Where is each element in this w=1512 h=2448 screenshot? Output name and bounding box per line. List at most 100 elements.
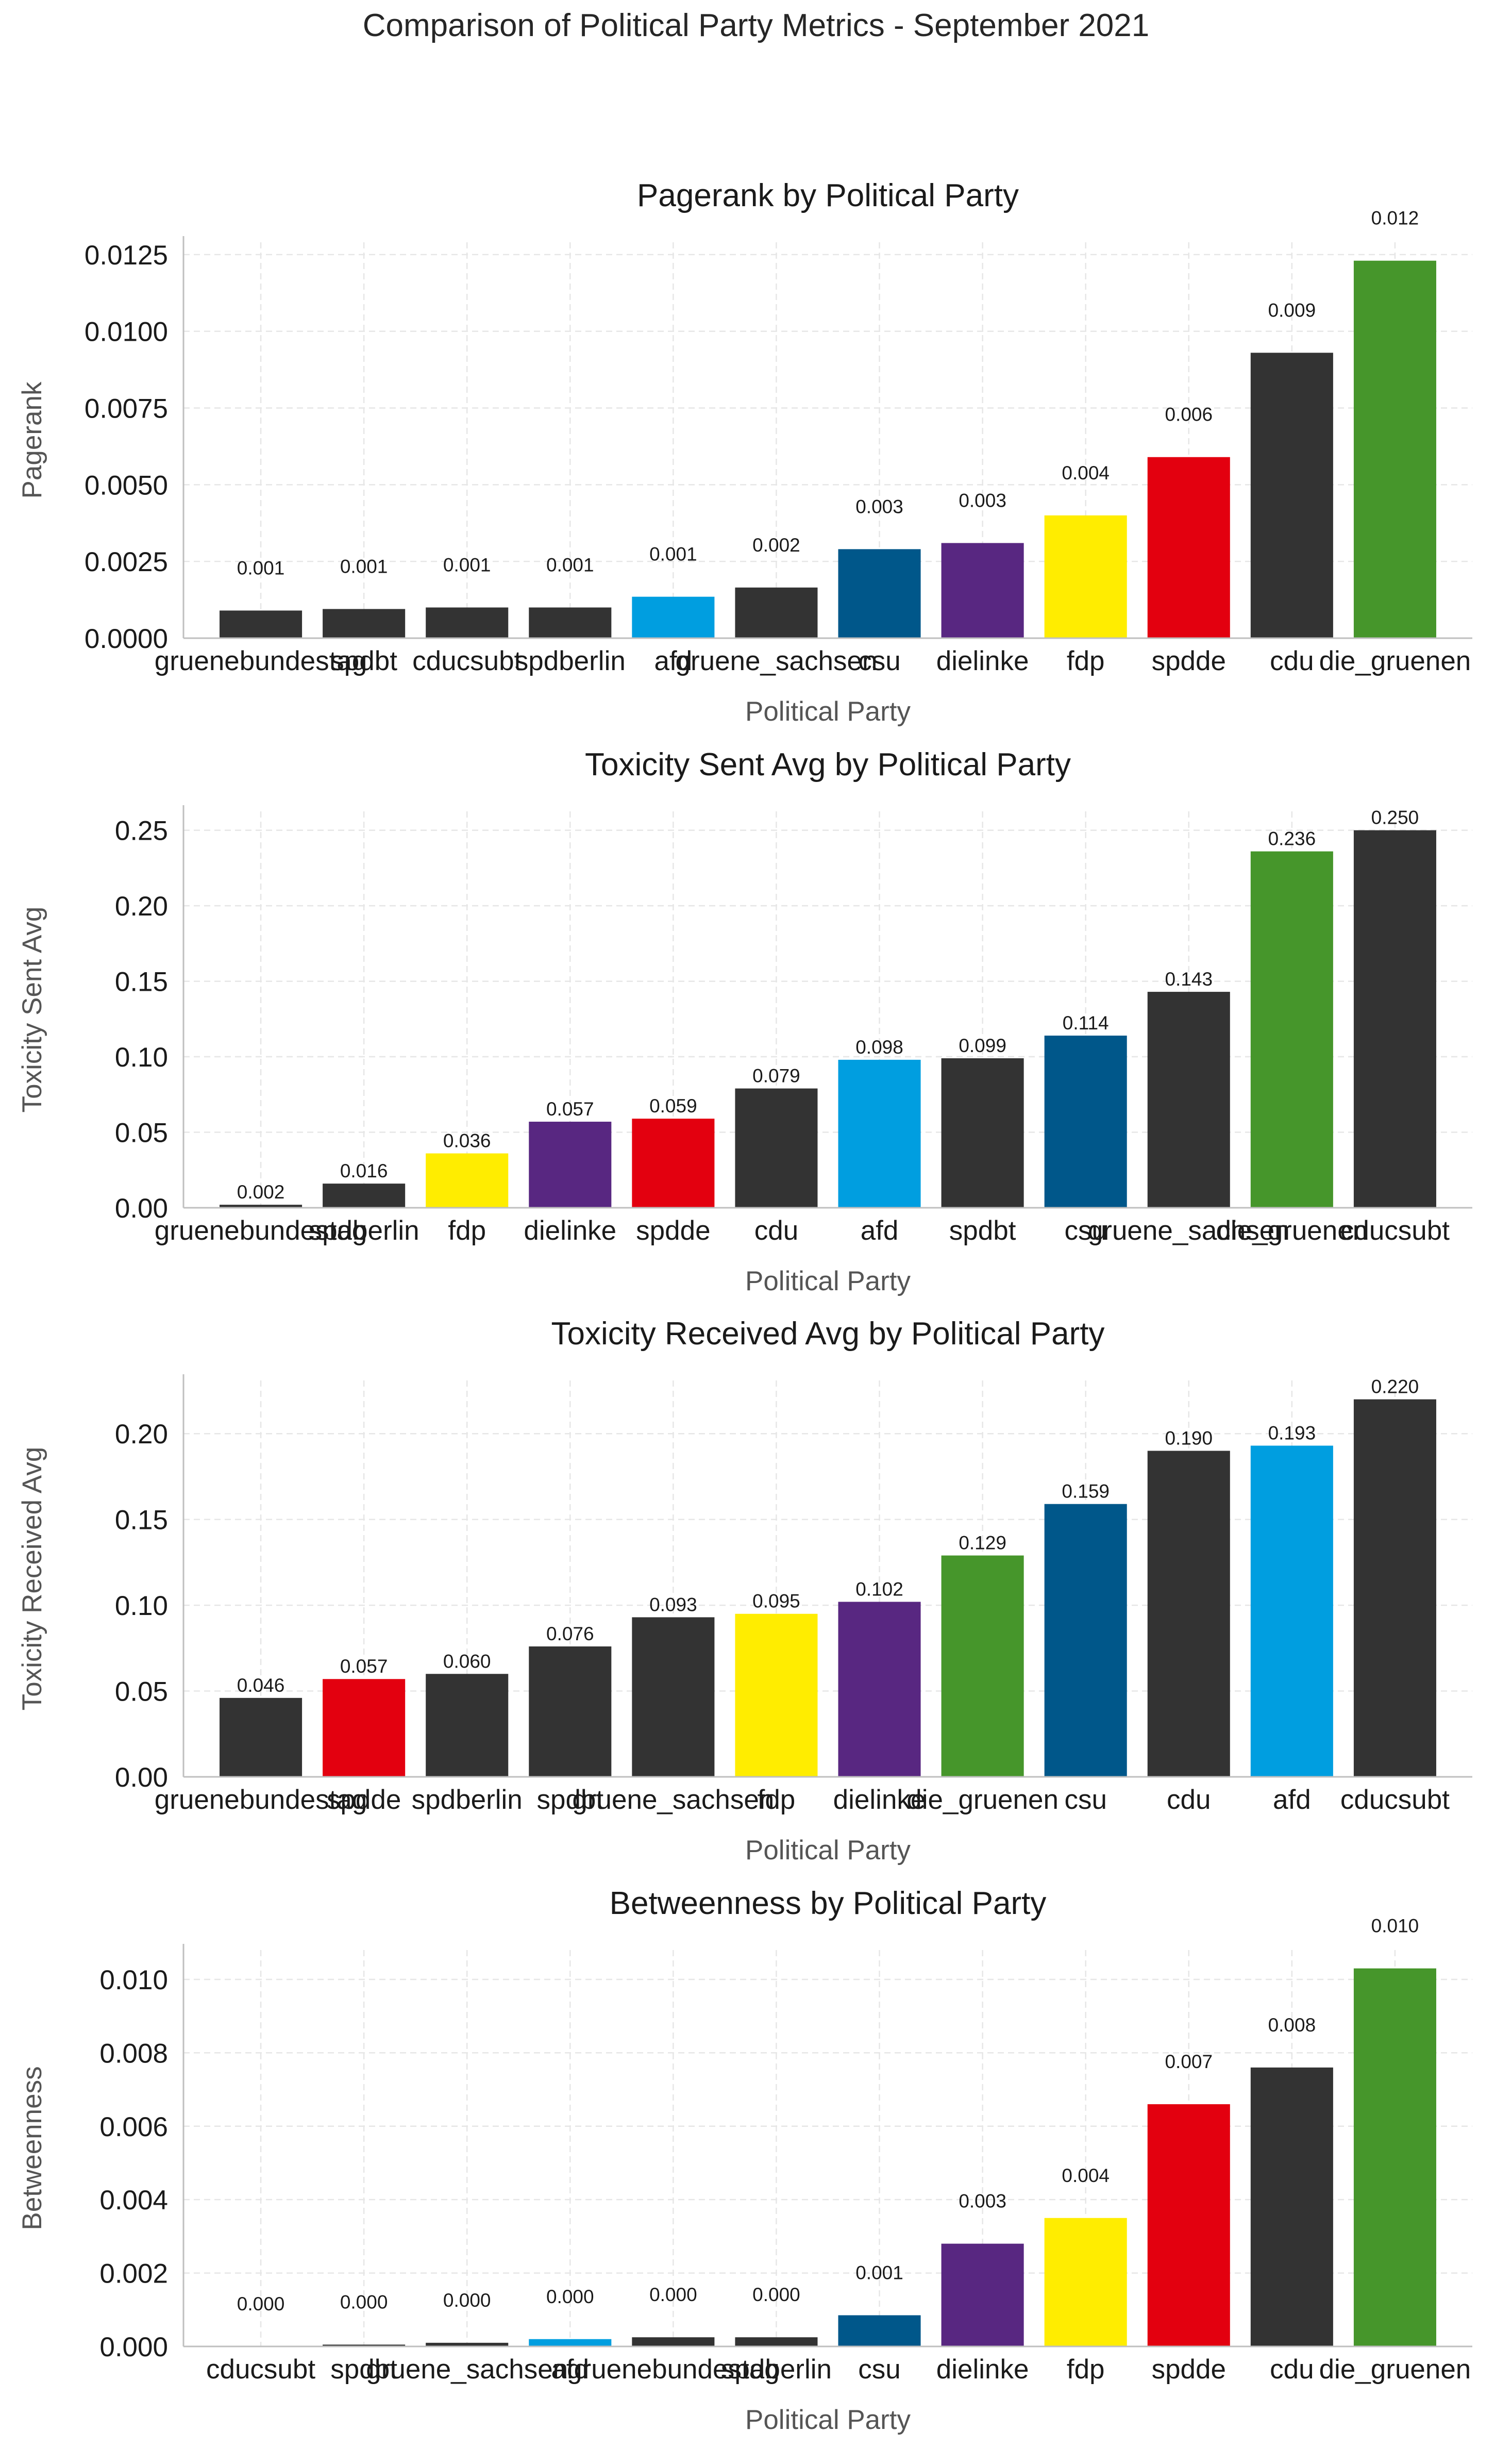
- data-label: 0.099: [959, 1035, 1006, 1056]
- data-label: 0.036: [443, 1130, 491, 1152]
- x-tick-label: spdbt: [536, 1785, 603, 1815]
- bar-gruene_sachsen: [735, 587, 818, 638]
- bar-spdde: [1147, 2104, 1230, 2346]
- data-label: 0.057: [546, 1098, 594, 1120]
- x-tick-label: dielinke: [936, 646, 1029, 676]
- data-label: 0.001: [340, 556, 388, 577]
- bar-afd: [529, 2339, 612, 2346]
- y-axis-label: Betweenness: [17, 2066, 47, 2230]
- data-label: 0.009: [1268, 299, 1316, 321]
- chart-title: Pagerank by Political Party: [637, 178, 1019, 213]
- bar-fdp: [1044, 515, 1127, 638]
- x-tick-label: cdu: [754, 1215, 798, 1246]
- data-label: 0.001: [855, 2262, 903, 2283]
- x-tick-label: die_gruenen: [1216, 1215, 1368, 1246]
- data-label: 0.010: [1371, 1916, 1419, 1937]
- x-tick-label: spdde: [327, 1785, 401, 1815]
- data-label: 0.012: [1371, 208, 1419, 229]
- x-tick-label: cducsubt: [1340, 1215, 1450, 1246]
- bar-spdberlin: [426, 1674, 509, 1777]
- bar-cducsubt: [1353, 830, 1436, 1208]
- y-tick-label: 0.0000: [85, 624, 168, 654]
- x-tick-label: spdberlin: [721, 2354, 832, 2385]
- bar-die_gruenen: [1250, 851, 1333, 1208]
- bar-spdbt: [323, 2344, 406, 2346]
- y-tick-label: 0.002: [99, 2259, 168, 2289]
- x-tick-label: spdberlin: [412, 1785, 523, 1815]
- y-tick-label: 0.15: [115, 1505, 168, 1536]
- x-tick-label: dielinke: [524, 1215, 616, 1246]
- x-tick-label: fdp: [448, 1215, 486, 1246]
- x-tick-label: gruene_sachsen: [572, 1785, 774, 1815]
- data-label: 0.000: [752, 2284, 800, 2305]
- x-axis-label: Political Party: [745, 2405, 911, 2435]
- data-label: 0.236: [1268, 828, 1316, 850]
- bar-fdp: [735, 1613, 818, 1777]
- x-tick-label: gruene_sachsen: [1088, 1215, 1290, 1246]
- bar-spdbt: [941, 1058, 1024, 1208]
- data-label: 0.129: [959, 1533, 1006, 1554]
- x-tick-label: gruenebundestag: [567, 2354, 780, 2385]
- bar-dielinke: [838, 1602, 921, 1777]
- y-tick-label: 0.25: [115, 816, 168, 846]
- chart-title: Betweenness by Political Party: [610, 1886, 1047, 1921]
- data-label: 0.114: [1063, 1012, 1109, 1034]
- bar-spdberlin: [323, 1184, 406, 1208]
- x-axis-label: Political Party: [745, 696, 911, 727]
- data-label: 0.060: [443, 1651, 491, 1672]
- bar-cdu: [1147, 1451, 1230, 1777]
- data-label: 0.016: [340, 1160, 388, 1181]
- bar-spdde: [632, 1119, 715, 1208]
- data-label: 0.076: [546, 1623, 594, 1644]
- x-tick-label: die_gruenen: [1319, 646, 1471, 676]
- x-tick-label: cducsubt: [412, 646, 522, 676]
- bar-csu: [1044, 1036, 1127, 1208]
- bar-dielinke: [941, 543, 1024, 638]
- y-tick-label: 0.0125: [85, 240, 168, 271]
- x-tick-label: csu: [858, 646, 900, 676]
- bar-spdbt: [323, 609, 406, 638]
- figure-title: Comparison of Political Party Metrics - …: [362, 8, 1150, 43]
- x-tick-label: fdp: [758, 1785, 796, 1815]
- x-tick-label: die_gruenen: [1319, 2354, 1471, 2385]
- data-label: 0.007: [1165, 2051, 1213, 2072]
- x-tick-label: csu: [858, 2354, 900, 2385]
- bar-csu: [838, 549, 921, 638]
- data-label: 0.000: [237, 2293, 285, 2314]
- bar-die_gruenen: [941, 1555, 1024, 1777]
- data-label: 0.059: [649, 1095, 697, 1117]
- y-tick-label: 0.10: [115, 1591, 168, 1621]
- bar-die_gruenen: [1353, 260, 1436, 638]
- bar-csu: [838, 2315, 921, 2346]
- x-tick-label: cducsubt: [1340, 1785, 1450, 1815]
- data-label: 0.000: [546, 2286, 594, 2307]
- bar-fdp: [1044, 2218, 1127, 2346]
- bar-cdu: [1250, 2067, 1333, 2346]
- bar-cdu: [735, 1088, 818, 1208]
- data-label: 0.220: [1371, 1376, 1419, 1397]
- data-label: 0.098: [855, 1037, 903, 1058]
- x-tick-label: die_gruenen: [906, 1785, 1059, 1815]
- bar-gruenebundestag: [220, 1205, 303, 1208]
- data-label: 0.006: [1165, 404, 1213, 425]
- x-tick-label: fdp: [1067, 646, 1105, 676]
- bar-spdberlin: [735, 2337, 818, 2346]
- bar-gruene_sachsen: [632, 1617, 715, 1777]
- x-tick-label: cdu: [1270, 2354, 1314, 2385]
- x-tick-label: gruene_sachsen: [366, 2354, 568, 2385]
- data-label: 0.057: [340, 1656, 388, 1677]
- bar-fdp: [426, 1153, 509, 1208]
- x-tick-label: spdberlin: [309, 1215, 419, 1246]
- x-tick-label: spdbt: [330, 2354, 397, 2385]
- y-tick-label: 0.000: [99, 2332, 168, 2362]
- data-label: 0.004: [1062, 2165, 1110, 2186]
- bar-cducsubt: [426, 607, 509, 638]
- data-label: 0.193: [1268, 1423, 1316, 1444]
- y-tick-label: 0.05: [115, 1677, 168, 1707]
- data-label: 0.001: [649, 544, 697, 565]
- data-label: 0.003: [959, 490, 1006, 511]
- y-tick-label: 0.0100: [85, 317, 168, 347]
- bar-gruenebundestag: [220, 610, 303, 638]
- data-label: 0.159: [1062, 1481, 1110, 1502]
- data-label: 0.046: [237, 1675, 285, 1696]
